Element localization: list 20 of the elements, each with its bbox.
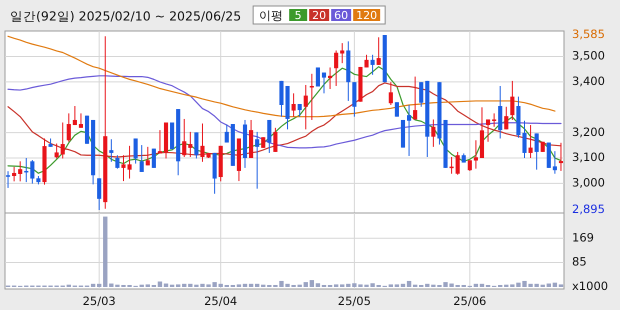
y-tick-label: 3,400 [572, 74, 605, 88]
text: 120 [356, 9, 378, 22]
chart-title: 일간(92일) 2025/02/10 ~ 2025/06/25 [10, 8, 242, 24]
x-tick-label: 25/06 [453, 294, 486, 308]
text: 5 [294, 9, 302, 22]
y-tick-label: 169 [572, 230, 594, 244]
x-tick-label: 25/05 [338, 294, 371, 308]
text: 60 [334, 9, 348, 22]
y-tick-label: x1000 [572, 279, 608, 294]
y-tick-label: 3,200 [572, 124, 605, 139]
y-tick-label: 3,585 [572, 27, 605, 42]
x-tick-label: 25/03 [82, 294, 116, 308]
y-tick-label: 85 [572, 254, 587, 269]
text: 20 [312, 9, 326, 22]
y-tick-label: 3,000 [572, 176, 605, 190]
legend-title: 이평 [259, 8, 284, 22]
y-tick-label: 3,100 [572, 150, 605, 164]
x-tick-label: 25/04 [204, 294, 238, 308]
y-tick-label: 2,895 [572, 202, 605, 216]
y-tick-label: 3,500 [572, 48, 605, 63]
